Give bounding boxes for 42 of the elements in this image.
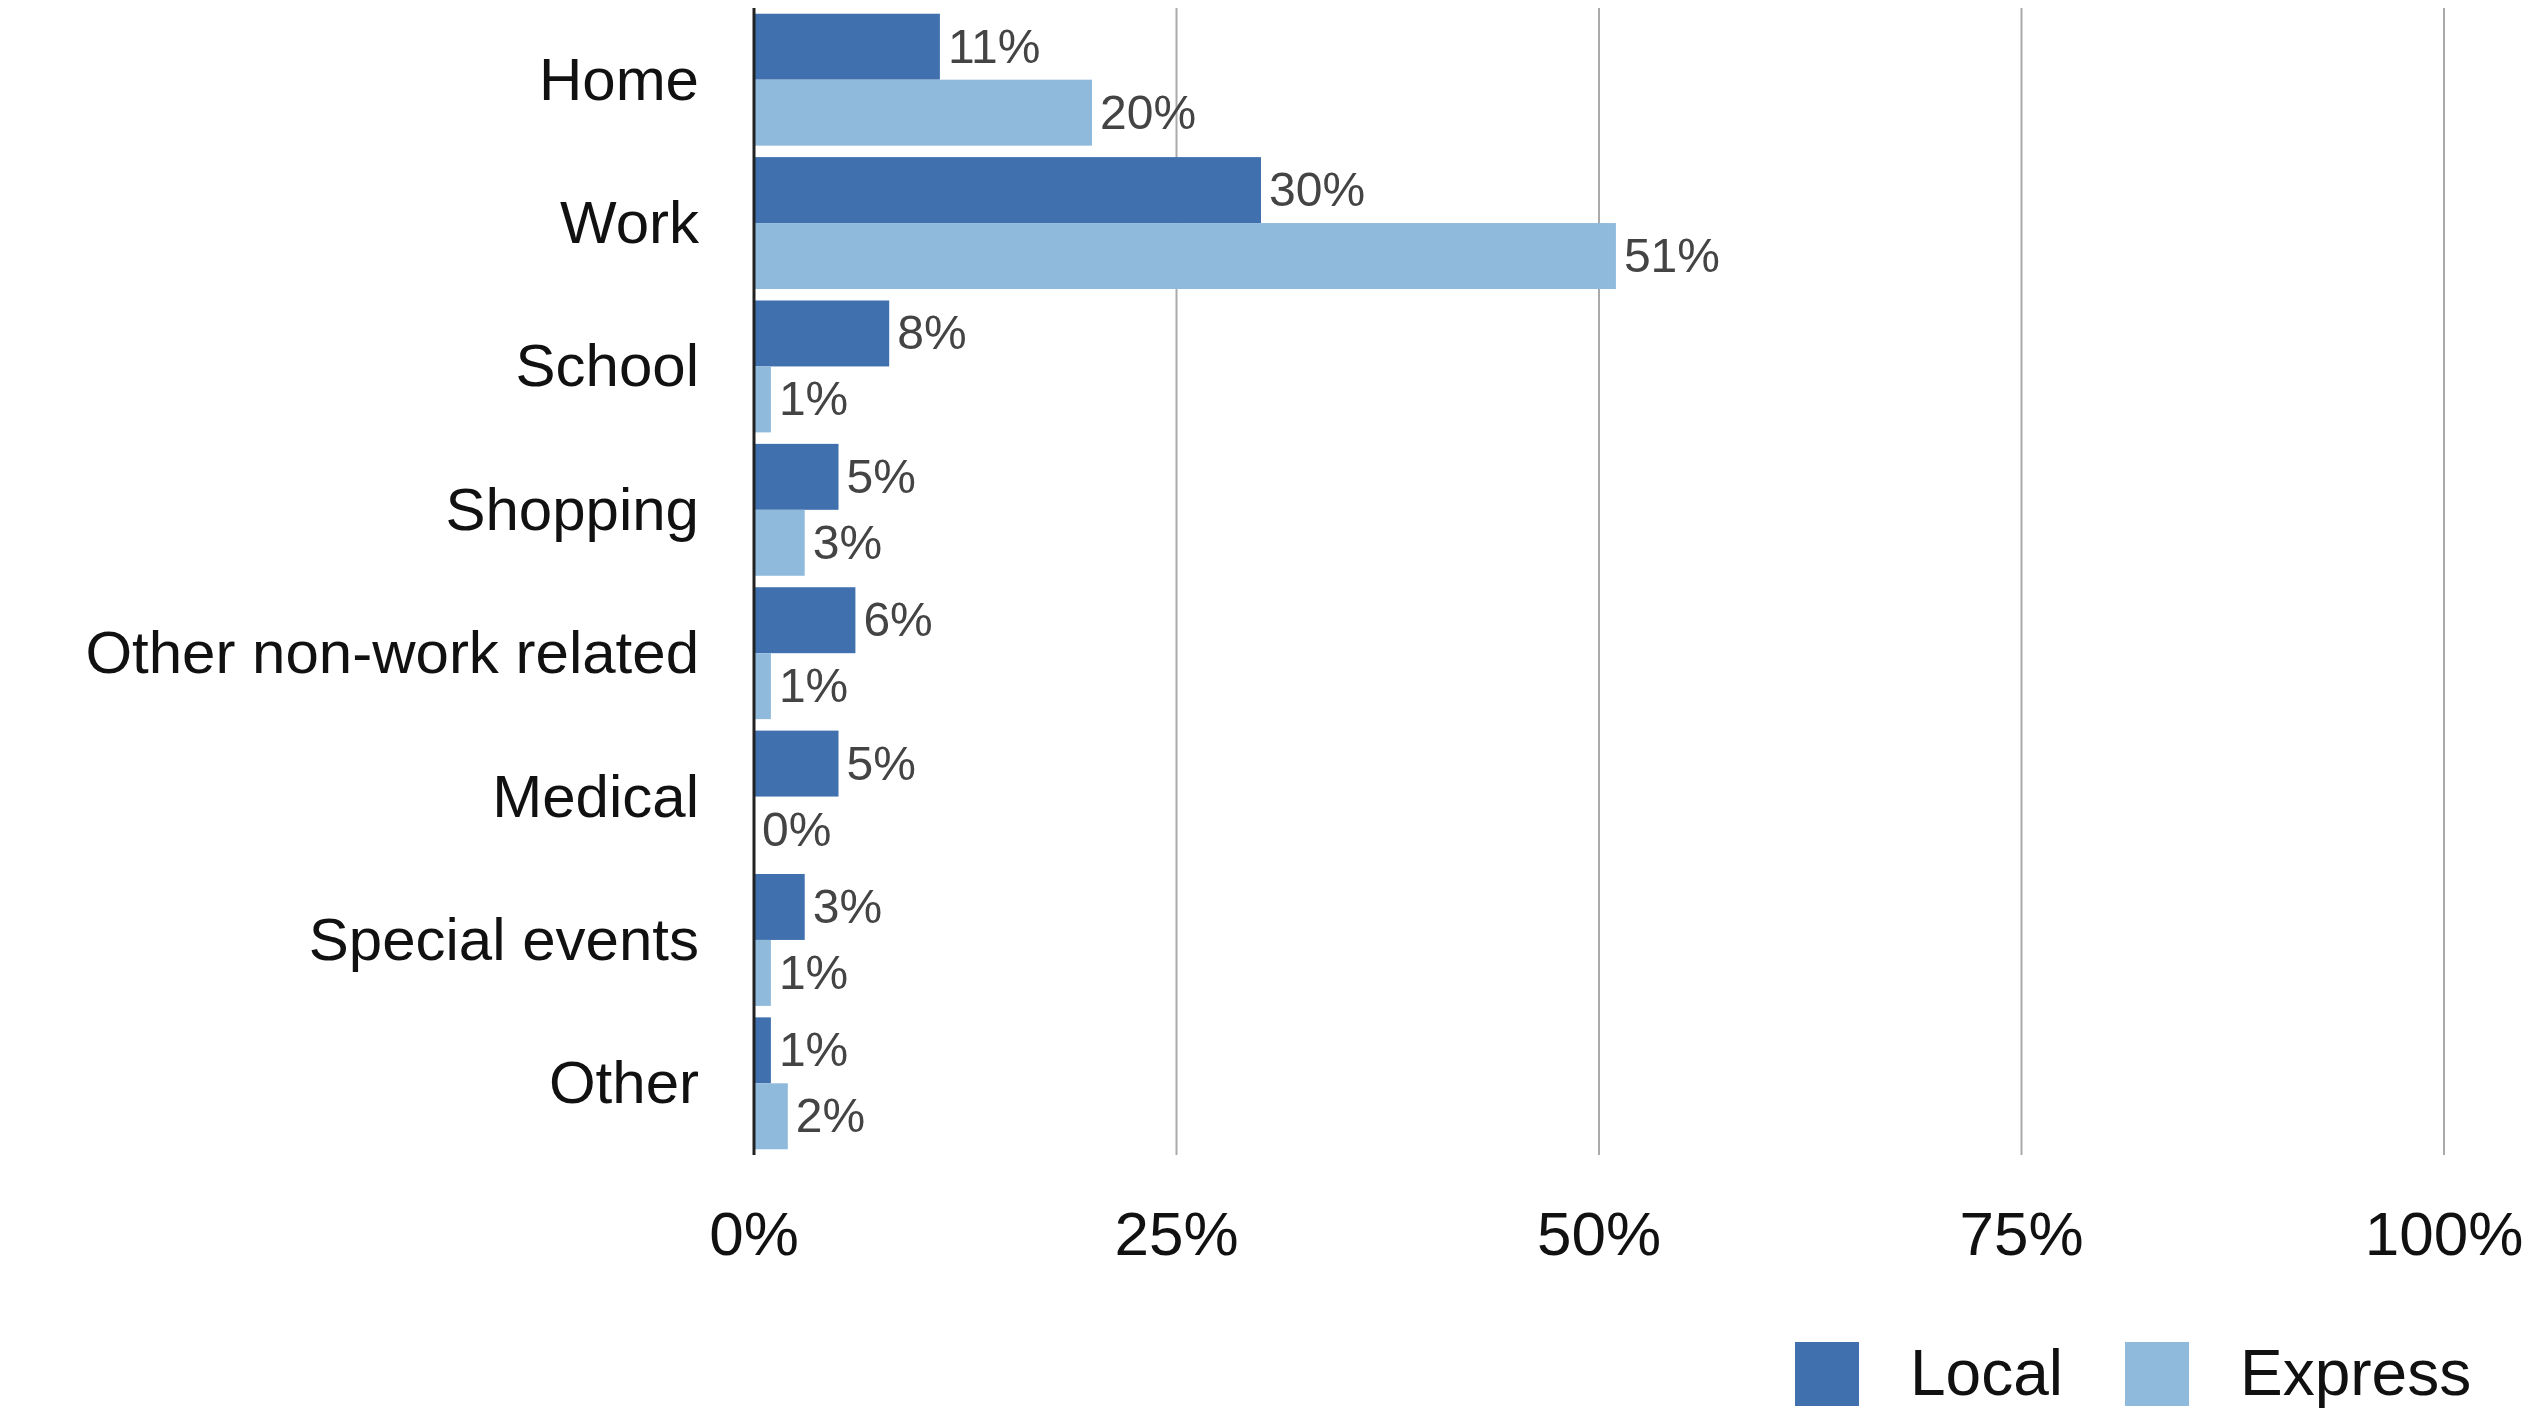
x-tick-label: 75% bbox=[1959, 1199, 2084, 1268]
bar bbox=[754, 157, 1261, 224]
bar bbox=[754, 1083, 788, 1150]
data-label: 2% bbox=[795, 1089, 866, 1143]
data-label: 1% bbox=[778, 945, 849, 999]
y-tick-label: Medical bbox=[492, 762, 699, 830]
y-tick-label: Work bbox=[560, 189, 700, 257]
legend-label: Express bbox=[2240, 1337, 2472, 1409]
bar bbox=[754, 443, 839, 510]
data-label: 0% bbox=[762, 802, 832, 856]
y-tick-label: Home bbox=[538, 45, 699, 113]
data-label: 5% bbox=[846, 449, 916, 503]
x-tick-label: 50% bbox=[1536, 1199, 1662, 1268]
y-tick-label: Other non-work related bbox=[85, 619, 699, 687]
legend-label: Local bbox=[1910, 1337, 2063, 1409]
x-tick-label: 0% bbox=[709, 1199, 799, 1268]
bar bbox=[754, 730, 839, 797]
y-tick-label: School bbox=[515, 332, 699, 400]
bar bbox=[754, 13, 940, 80]
data-label: 1% bbox=[778, 659, 849, 713]
x-tick-label: 100% bbox=[2364, 1199, 2524, 1268]
data-label: 8% bbox=[897, 306, 967, 360]
data-label: 1% bbox=[778, 372, 849, 426]
bar bbox=[754, 223, 1616, 290]
y-tick-label: Shopping bbox=[445, 475, 699, 543]
y-tick-label: Special events bbox=[308, 905, 699, 973]
bar bbox=[754, 300, 890, 367]
data-label: 6% bbox=[863, 593, 933, 647]
data-label: 5% bbox=[846, 736, 916, 790]
y-tick-label: Other bbox=[548, 1049, 699, 1117]
bar bbox=[754, 79, 1092, 146]
bar bbox=[754, 873, 805, 940]
bar bbox=[754, 509, 805, 576]
bar bbox=[754, 587, 856, 654]
data-label: 11% bbox=[947, 19, 1041, 73]
data-label: 30% bbox=[1269, 163, 1366, 217]
x-tick-label: 25% bbox=[1114, 1199, 1239, 1268]
data-label: 51% bbox=[1623, 229, 1720, 283]
data-label: 3% bbox=[812, 515, 883, 569]
data-label: 20% bbox=[1100, 85, 1197, 139]
data-label: 1% bbox=[778, 1023, 849, 1077]
data-label: 3% bbox=[812, 879, 883, 933]
